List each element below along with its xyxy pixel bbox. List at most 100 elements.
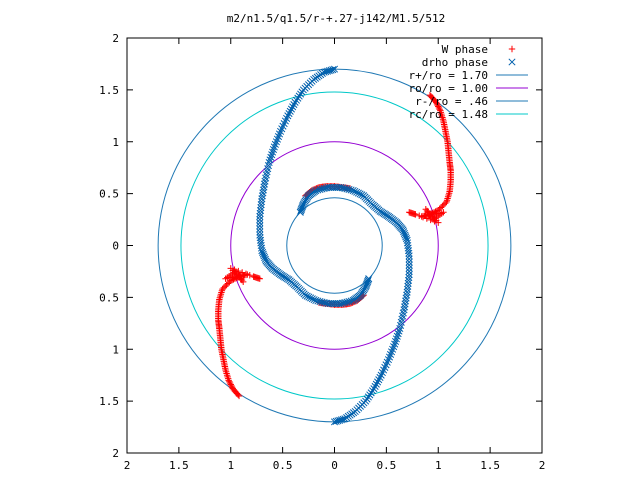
drho-phase-point [269,145,278,154]
drho-phase-point [259,186,267,194]
w-phase-point [437,204,445,211]
drho-phase-point [296,208,304,216]
drho-phase-point [339,415,347,423]
drho-phase-point [375,376,383,384]
y-tick-label: 1.5 [99,84,119,97]
w-phase-point [432,99,440,106]
drho-phase-point [256,209,264,218]
legend-label: ro/ro = 1.00 [409,82,488,95]
drho-phase-point [372,380,380,388]
w-phase-point [441,200,449,207]
w-phase-point [433,100,441,107]
w-phase-point [436,106,443,113]
x-tick-label: 0 [331,459,338,472]
y-tick-label: 2 [112,447,119,460]
drho-phase-point [303,292,311,300]
drho-phase-point [312,296,320,305]
w-phase-point [435,103,442,110]
drho-phase-point [261,177,269,185]
drho-phase-point [320,184,328,192]
w-phase-point [238,269,246,276]
drho-phase-point [354,189,362,197]
drho-phase-point [256,222,264,230]
drho-phase-point [320,299,328,307]
w-phase-point [222,283,229,290]
w-phase-point [444,193,452,200]
drho-phase-point [394,330,402,338]
w-phase-point [228,382,235,390]
y-tick-label: 1 [112,343,119,356]
drho-phase-point [337,300,345,308]
drho-phase-point [376,373,384,381]
drho-phase-point [256,216,264,224]
drho-phase-point [286,107,294,115]
w-phase-point [445,191,452,199]
x-tick-label: 0.5 [376,459,396,472]
drho-phase-point [307,294,315,302]
drho-phase-point [256,225,264,233]
drho-phase-point [405,261,413,269]
drho-phase-point [393,332,401,340]
drho-phase-point [374,378,382,386]
y-tick-label: 0.5 [99,291,119,304]
drho-phase-point [268,151,276,159]
drho-phase-point [266,156,274,164]
drho-phase-point [392,335,400,343]
w-phase-point [227,381,234,388]
y-tick-label: 1 [112,136,119,149]
legend-label: rc/ro = 1.48 [409,108,488,121]
w-phase-point [217,291,225,298]
drho-phase-point [405,273,413,282]
drho-phase-point [339,299,347,307]
drho-phase-point [305,293,313,301]
w-phase-point [227,265,234,272]
drho-phase-point [260,180,269,188]
radius-circles [157,68,512,423]
drho-phase-point [308,295,316,303]
drho-phase-point [404,282,412,290]
drho-phase-point [322,184,330,192]
drho-phase-point [395,327,403,335]
drho-phase-point [260,183,268,191]
drho-phase-point [287,105,295,113]
w-phase-point [246,272,253,279]
drho-phase-point [404,279,412,287]
drho-phase-point [297,207,305,215]
drho-phase-point [403,239,412,247]
drho-phase-point [301,291,310,299]
drho-phase-point [341,184,349,192]
radius-circle [157,68,512,423]
w-phase-point [427,216,434,224]
radius-circle [180,91,489,400]
w-phase-point [216,294,224,301]
drho-phase-point [402,297,410,305]
drho-phase-point [391,337,400,346]
w-phase-point [229,385,237,392]
x-tick-label: 1 [227,459,234,472]
drho-phase-point [316,297,324,306]
drho-phase-point [508,58,516,66]
drho-phase-point [318,298,326,306]
w-phase-point [226,378,233,385]
y-tick-label: 0.5 [99,188,119,201]
drho-phase-point [257,201,265,209]
w-phase-point [416,212,423,219]
drho-phase-point [402,294,410,302]
y-tick-label: 2 [112,32,119,45]
drho-phase-point [257,198,266,206]
drho-phase-point [257,204,265,212]
drho-phase-point [285,110,293,118]
drho-phase-point [258,195,266,203]
w-phase-point [419,213,427,221]
w-phase-point [508,45,516,53]
drho-phase-point [314,297,322,305]
w-phase-point [228,384,236,391]
w-phase-point [423,215,431,222]
w-phase-point [440,201,447,208]
legend-label: W phase [442,43,488,56]
w-phase-point [242,270,250,278]
drho-phase-point [391,340,399,348]
w-phase-point [223,281,230,289]
